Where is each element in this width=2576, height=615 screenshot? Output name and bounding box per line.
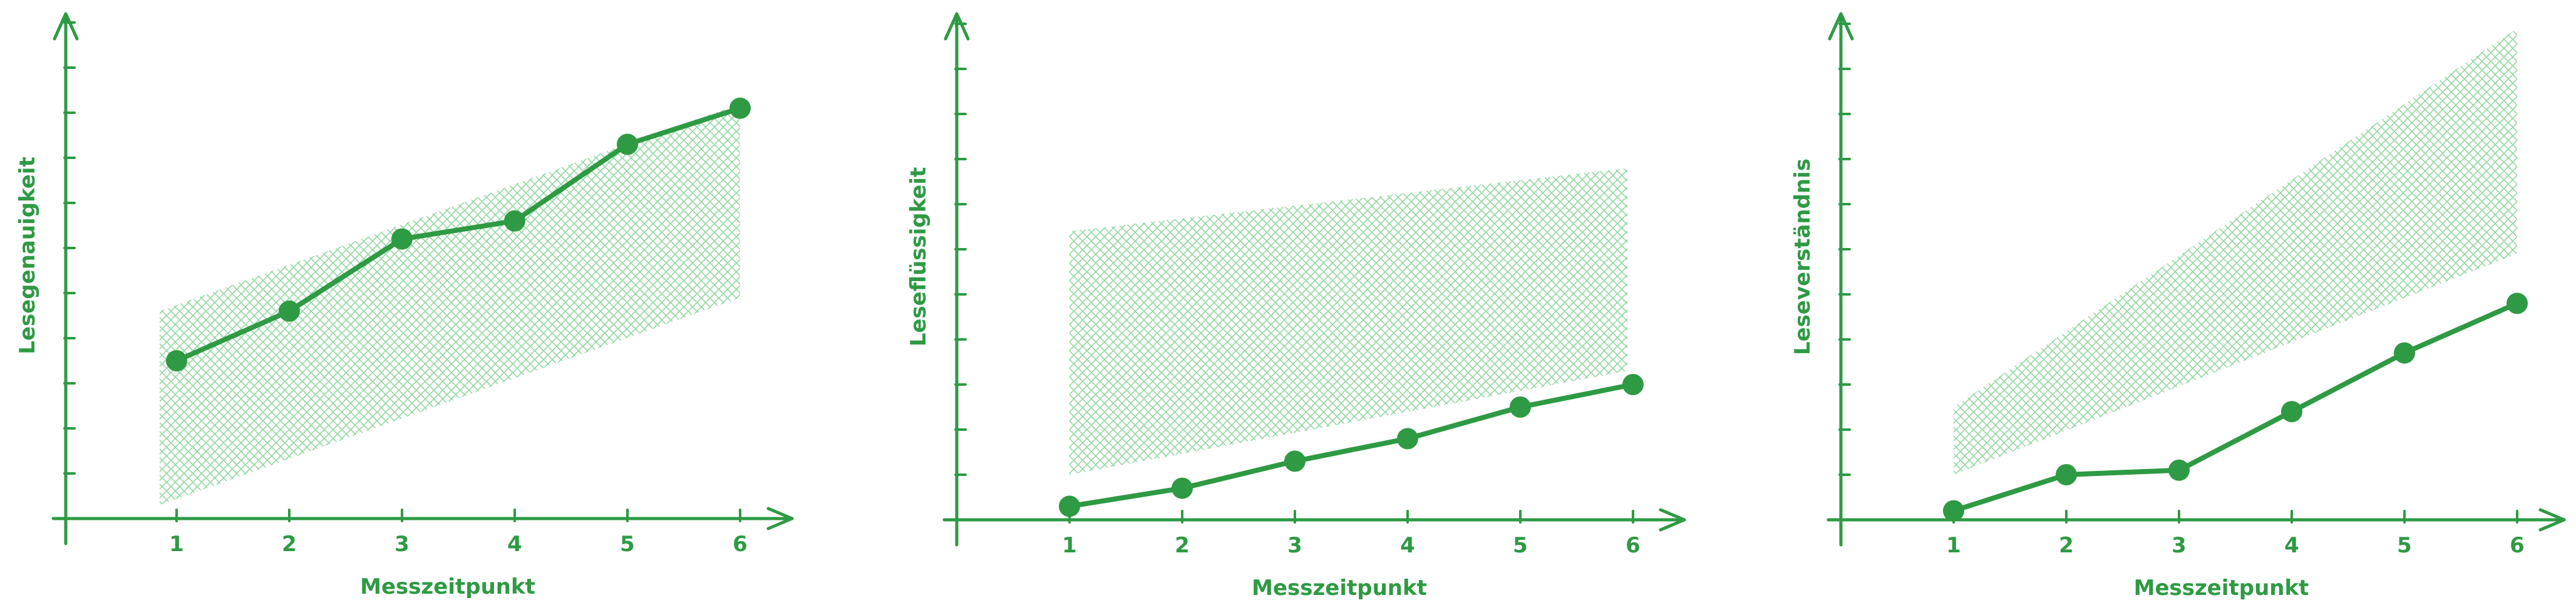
data-point: [1622, 374, 1644, 395]
x-axis-arrow: [2538, 508, 2566, 532]
data-point: [1284, 450, 1306, 472]
data-point: [1059, 495, 1080, 517]
x-tick-label: 1: [1062, 533, 1077, 558]
x-tick-label: 6: [2510, 533, 2525, 558]
x-tick-label: 2: [1175, 533, 1190, 558]
data-point: [2056, 464, 2077, 485]
x-axis-title: Messzeitpunkt: [360, 574, 535, 599]
x-tick-label: 4: [507, 532, 522, 557]
x-tick-label: 6: [1625, 533, 1641, 558]
x-tick-label: 1: [169, 532, 184, 557]
data-point: [166, 350, 187, 371]
x-tick-label: 3: [2172, 533, 2187, 558]
data-point: [2281, 401, 2302, 423]
data-point: [729, 97, 751, 119]
series-line: [174, 105, 743, 363]
data-point: [391, 228, 413, 250]
x-tick-label: 2: [282, 532, 297, 557]
chart-leseverstaendnis: 1 2 3 4 5 6 Messzeitpunkt Leseverständnis: [1790, 12, 2566, 601]
chart-panel-2: 1 2 3 4 5 6 Messzeitpunkt Leseflüssigkeit: [877, 0, 1709, 615]
reference-band: [1069, 168, 1627, 475]
x-tick-label: 1: [1946, 533, 1961, 558]
x-tick-label: 5: [2397, 533, 2412, 558]
series-line: [1951, 301, 2520, 514]
x-tick-label: 2: [2059, 533, 2074, 558]
data-point: [617, 133, 638, 155]
data-point: [1172, 477, 1193, 499]
x-tick-label: 3: [1287, 533, 1302, 558]
data-point: [1943, 500, 1964, 522]
data-point: [2506, 292, 2528, 314]
reference-band: [160, 103, 740, 505]
series-line: [1067, 382, 1636, 509]
reference-band: [1954, 28, 2517, 475]
chart-lesefluessigkeit: 1 2 3 4 5 6 Messzeitpunkt Leseflüssigkeit: [906, 12, 1686, 601]
chart-panel-1: 1 2 3 4 5 6 Messzeitpunkt Lesegenauigkeit: [0, 0, 833, 615]
x-tick-label: 3: [394, 532, 410, 557]
chart-panel-3: 1 2 3 4 5 6 Messzeitpunkt Leseverständnis: [1772, 0, 2576, 615]
x-tick-label: 6: [733, 532, 748, 557]
data-point: [1397, 428, 1418, 450]
data-point: [2394, 342, 2415, 364]
x-axis-arrow: [1659, 508, 1686, 532]
data-point: [279, 300, 300, 322]
y-axis-arrow: [53, 12, 79, 41]
x-tick-label: 4: [2284, 533, 2299, 558]
x-axis-title: Messzeitpunkt: [2134, 576, 2309, 601]
x-tick-label: 5: [1513, 533, 1528, 558]
y-axis-arrow: [1828, 12, 1854, 41]
y-axis-title: Leseflüssigkeit: [906, 167, 931, 347]
chart-lesegenauigkeit: 1 2 3 4 5 6 Messzeitpunkt Lesegenauigkeit: [15, 12, 794, 599]
x-axis-title: Messzeitpunkt: [1252, 576, 1427, 601]
y-axis-arrow: [944, 12, 970, 41]
data-point: [504, 210, 525, 232]
x-tick-label: 5: [620, 532, 635, 557]
data-point: [1510, 396, 1531, 418]
x-axis-arrow: [766, 507, 794, 530]
y-axis-title: Leseverständnis: [1790, 158, 1815, 355]
x-tick-label: 4: [1400, 533, 1415, 558]
data-point: [2168, 459, 2190, 481]
y-axis-title: Lesegenauigkeit: [15, 157, 40, 354]
